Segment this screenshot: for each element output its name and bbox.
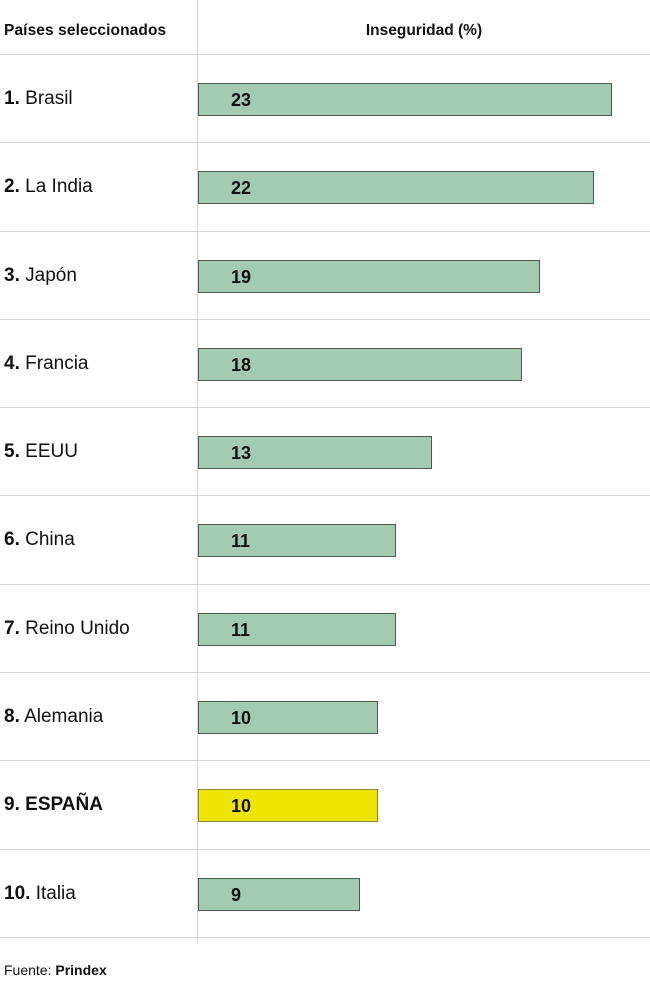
category-label: 4. Francia bbox=[4, 353, 89, 375]
chart-row: 2. La India 22 bbox=[0, 143, 650, 232]
bar: 11 bbox=[198, 524, 396, 558]
bar-chart: Países seleccionados Inseguridad (%) 1. … bbox=[0, 0, 650, 943]
data-label: 22 bbox=[231, 178, 252, 199]
country-name: EEUU bbox=[25, 441, 78, 463]
bar: 11 bbox=[198, 612, 396, 646]
data-label: 11 bbox=[231, 619, 251, 640]
rank-number: 5. bbox=[4, 441, 20, 463]
bar: 13 bbox=[198, 436, 432, 470]
country-name: Japón bbox=[25, 264, 77, 286]
source-name: Prindex bbox=[55, 962, 107, 978]
category-label: 8. Alemania bbox=[4, 706, 103, 728]
chart-row: 8. Alemania 10 bbox=[0, 673, 650, 762]
bar: 10 bbox=[198, 701, 378, 735]
chart-row: 7. Reino Unido 11 bbox=[0, 585, 650, 674]
rank-number: 4. bbox=[4, 352, 20, 374]
bar: 23 bbox=[198, 83, 612, 116]
country-name: ESPAÑA bbox=[25, 794, 103, 816]
data-label: 18 bbox=[231, 354, 252, 375]
rank-number: 10. bbox=[4, 882, 31, 904]
data-label: 10 bbox=[231, 796, 252, 817]
rank-number: 3. bbox=[4, 264, 20, 286]
rank-number: 7. bbox=[4, 617, 20, 639]
category-label: 10. Italia bbox=[4, 883, 76, 905]
category-label: 6. China bbox=[4, 529, 75, 551]
rank-number: 2. bbox=[4, 176, 20, 198]
chart-row: 6. China 11 bbox=[0, 496, 650, 585]
rank-number: 8. bbox=[4, 706, 20, 728]
rank-number: 9. bbox=[4, 794, 20, 816]
category-label: 2. La India bbox=[4, 176, 93, 198]
bar: 18 bbox=[198, 347, 522, 381]
chart-header: Países seleccionados Inseguridad (%) bbox=[0, 0, 650, 55]
country-name: Reino Unido bbox=[25, 617, 130, 639]
rank-number: 6. bbox=[4, 529, 20, 551]
bar: 19 bbox=[198, 259, 540, 293]
chart-rows: 1. Brasil 23 2. La India 22 3. Japón 19 4. Fra… bbox=[0, 55, 650, 938]
column-divider bbox=[197, 0, 198, 943]
data-label: 11 bbox=[231, 531, 251, 552]
chart-row: 9. ESPAÑA 10 bbox=[0, 761, 650, 850]
category-label: 1. Brasil bbox=[4, 88, 73, 110]
data-label: 23 bbox=[231, 90, 252, 110]
highlighted-bar: 10 bbox=[198, 789, 378, 823]
country-name: Italia bbox=[35, 882, 76, 904]
data-label: 13 bbox=[231, 443, 252, 464]
country-name: Francia bbox=[25, 352, 89, 374]
countries-column-header: Países seleccionados bbox=[4, 22, 167, 39]
country-name: Alemania bbox=[24, 706, 104, 728]
data-label: 9 bbox=[231, 884, 242, 905]
country-name: China bbox=[25, 529, 75, 551]
value-column-header: Inseguridad (%) bbox=[365, 22, 483, 39]
chart-row: 5. EEUU 13 bbox=[0, 408, 650, 497]
country-name: Brasil bbox=[25, 88, 73, 109]
country-name: La India bbox=[25, 176, 93, 198]
category-label: 7. Reino Unido bbox=[4, 618, 130, 640]
data-label: 19 bbox=[231, 266, 252, 287]
bar: 22 bbox=[198, 171, 594, 205]
source-note: Fuente: Prindex bbox=[4, 962, 107, 978]
category-label: 5. EEUU bbox=[4, 441, 78, 463]
data-label: 10 bbox=[231, 708, 252, 729]
category-label: 9. ESPAÑA bbox=[4, 794, 103, 816]
chart-row: 3. Japón 19 bbox=[0, 232, 650, 320]
category-label: 3. Japón bbox=[4, 265, 77, 287]
chart-row: 10. Italia 9 bbox=[0, 850, 650, 938]
chart-row: 4. Francia 18 bbox=[0, 320, 650, 409]
chart-row: 1. Brasil 23 bbox=[0, 55, 650, 144]
source-prefix: Fuente: bbox=[4, 962, 52, 978]
bar: 9 bbox=[198, 877, 360, 911]
rank-number: 1. bbox=[4, 88, 20, 109]
